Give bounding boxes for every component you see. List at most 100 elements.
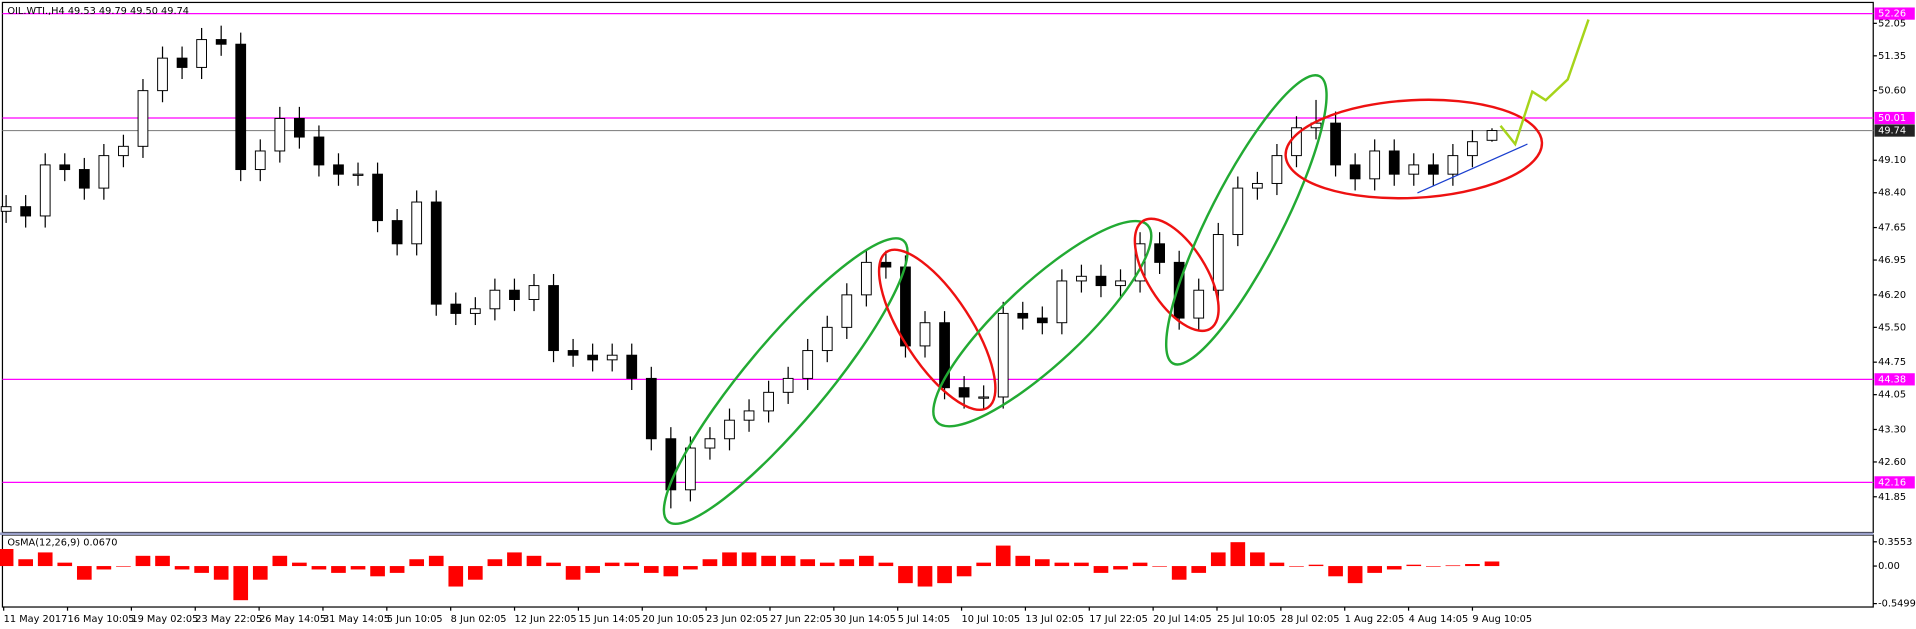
x-tick-label: 5 Jun 10:05 [387, 614, 443, 625]
candle-body [704, 438, 716, 449]
x-tick-label: 15 Jun 14:05 [578, 614, 640, 625]
candle-body [724, 419, 735, 440]
candle-body [880, 261, 892, 268]
x-tick-label: 17 Jul 22:05 [1089, 614, 1148, 625]
x-tick-label: 1 Aug 22:05 [1345, 614, 1405, 625]
osma-bar [780, 555, 796, 567]
level-label-box [1874, 373, 1915, 386]
x-tick-label: 8 Jun 02:05 [451, 614, 507, 625]
y-tick-label: 46.95 [1878, 255, 1906, 266]
osma-bar [96, 566, 112, 570]
x-tick-label: 11 May 2017 [4, 614, 68, 625]
x-tick-label: 12 Jun 22:05 [515, 614, 577, 625]
y-tick-label: 46.20 [1878, 290, 1906, 301]
y-tick-label: 44.75 [1878, 357, 1906, 368]
level-label: 50.01 [1878, 113, 1906, 124]
osma-bar [76, 566, 92, 580]
candle-body [98, 155, 110, 189]
y-tick-label: 0.00 [1878, 561, 1900, 572]
candle-body [1427, 164, 1439, 175]
osma-bar [604, 562, 620, 567]
osma-bar [1386, 566, 1402, 570]
osma-bar [272, 555, 288, 567]
x-tick-label: 30 Jun 14:05 [834, 614, 896, 625]
osma-bar [1269, 562, 1285, 567]
candle-body [1017, 312, 1029, 319]
osma-bar [116, 566, 131, 567]
candle-body [1467, 141, 1478, 157]
candle-body [489, 289, 501, 310]
candle-body [1076, 275, 1087, 282]
osma-bar [976, 562, 991, 567]
candle-body [352, 173, 364, 176]
osma-bar [252, 566, 268, 580]
osma-bar [702, 559, 718, 567]
candle-body [978, 396, 990, 399]
candle-body [860, 261, 872, 296]
candle-body [59, 164, 71, 171]
osma-bar [135, 555, 151, 567]
osma-bar [0, 549, 14, 567]
candle-body [450, 303, 462, 314]
osma-bar [643, 566, 659, 573]
candle-body [1447, 155, 1459, 175]
candle-body [821, 326, 833, 352]
annotations [662, 19, 1590, 525]
x-tick-label: 27 Jun 22:05 [770, 614, 832, 625]
osma-bar [174, 566, 190, 570]
candle-body [411, 201, 423, 245]
y-tick-label: 43.30 [1878, 424, 1906, 435]
candle-body [1330, 122, 1341, 166]
candle-body [137, 90, 149, 147]
osma-bar [565, 566, 581, 580]
current-price-label: 49.74 [1878, 126, 1906, 137]
candle-body [685, 447, 696, 491]
candle-body [118, 145, 129, 157]
y-tick-label: 50.60 [1878, 86, 1906, 97]
indicator-header: OsMA(12,26,9) 0.0670 [7, 537, 117, 548]
candle-body [1232, 187, 1244, 236]
candle-body [665, 438, 677, 491]
candle-body [606, 354, 618, 361]
candle-body [1408, 164, 1420, 175]
osma-bar [898, 566, 913, 584]
x-tick-label: 9 Aug 10:05 [1472, 614, 1532, 625]
candle-body [215, 39, 227, 45]
x-tick-label: 26 May 14:05 [259, 614, 326, 625]
osma-bar [839, 559, 855, 567]
level-label: 52.26 [1878, 9, 1906, 20]
candle-body [157, 57, 168, 92]
x-tick-label: 13 Jul 02:05 [1025, 614, 1084, 625]
osma-bar [1328, 566, 1343, 577]
osma-bar [37, 552, 53, 567]
annotation-ellipse [1133, 217, 1220, 333]
candle-body [0, 206, 12, 212]
annotation-ellipse [1284, 98, 1544, 200]
osma-bar [350, 566, 366, 570]
osma-bar [1308, 564, 1324, 567]
annotation-ellipse [877, 248, 997, 412]
x-tick-label: 16 May 10:05 [68, 614, 135, 625]
current-price-box [1874, 124, 1915, 137]
marks: 52.05 51.35 50.60 49.10 48.40 47.65 46.95 46.20… [0, 7, 1916, 625]
osma-bar [1347, 566, 1363, 584]
osma-bar [995, 545, 1011, 567]
osma-bar [1113, 566, 1128, 570]
candle-body [1349, 164, 1361, 180]
candle-body [841, 294, 853, 328]
x-tick-label: 28 Jul 02:05 [1281, 614, 1340, 625]
candle-body [958, 387, 970, 398]
osma-bar [859, 555, 874, 567]
osma-bar [233, 566, 249, 601]
candle-body [939, 322, 950, 389]
candle-body [919, 322, 931, 347]
osma-bar [526, 555, 542, 567]
osma-bar [1230, 542, 1246, 567]
annotation-ellipse [1164, 74, 1328, 366]
osma-bar [155, 555, 170, 567]
candle-body [39, 164, 51, 217]
candle-body [274, 117, 286, 152]
osma-bar [1054, 562, 1070, 567]
osma-bar [428, 555, 444, 567]
